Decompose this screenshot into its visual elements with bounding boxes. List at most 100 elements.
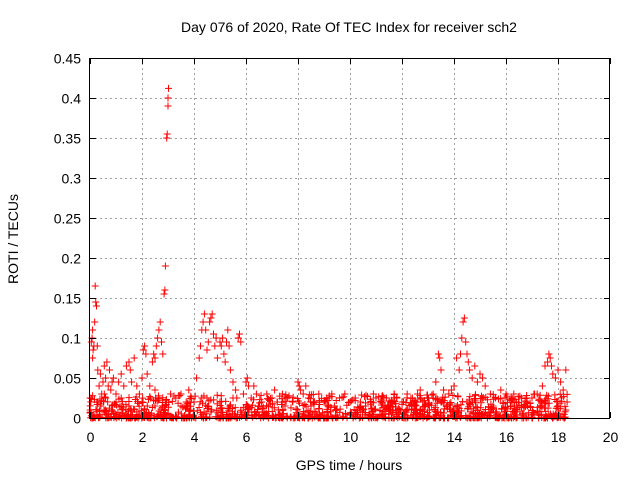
- data-point: [154, 396, 162, 404]
- data-point: [251, 408, 259, 416]
- data-point: [537, 410, 545, 418]
- data-point: [482, 411, 490, 419]
- data-point: [158, 338, 165, 346]
- data-point: [417, 395, 425, 403]
- data-point: [352, 406, 360, 414]
- data-point: [92, 298, 100, 306]
- data-point: [434, 350, 442, 358]
- data-point: [195, 354, 203, 362]
- data-point: [100, 362, 108, 370]
- data-point: [213, 391, 221, 399]
- data-point: [93, 302, 100, 310]
- data-point: [389, 414, 397, 422]
- data-point: [128, 378, 136, 386]
- data-point: [293, 395, 301, 403]
- data-point: [310, 413, 318, 421]
- data-point: [261, 409, 269, 417]
- data-point: [125, 358, 133, 366]
- chart-title: Day 076 of 2020, Rate Of TEC Index for r…: [181, 19, 517, 35]
- data-point: [460, 314, 468, 322]
- data-point: [445, 390, 453, 398]
- data-point: [465, 413, 473, 421]
- data-point: [463, 350, 471, 358]
- x-tick-label: 10: [343, 429, 359, 445]
- data-point: [501, 403, 509, 411]
- data-point: [224, 326, 232, 334]
- data-point: [530, 410, 538, 418]
- data-point: [437, 414, 445, 422]
- data-point: [293, 406, 301, 414]
- data-point: [336, 405, 344, 413]
- data-point: [396, 406, 404, 414]
- data-point: [95, 382, 103, 390]
- data-point: [250, 382, 258, 390]
- data-point: [403, 406, 411, 414]
- data-point: [233, 394, 241, 402]
- data-point: [562, 366, 570, 374]
- data-point: [109, 409, 117, 417]
- data-point: [406, 399, 414, 407]
- data-point: [168, 397, 176, 405]
- data-point: [161, 262, 169, 270]
- data-point: [250, 396, 258, 404]
- y-axis-label: ROTI / TECUs: [5, 194, 21, 284]
- data-point: [199, 318, 207, 326]
- data-point: [108, 378, 116, 386]
- data-point: [242, 378, 250, 386]
- data-point: [99, 378, 107, 386]
- data-point: [187, 394, 195, 402]
- data-point: [143, 370, 151, 378]
- data-point: [174, 408, 182, 416]
- data-point: [397, 407, 405, 415]
- data-point: [102, 394, 110, 402]
- data-point: [212, 407, 220, 415]
- data-point: [304, 414, 312, 422]
- data-point: [344, 399, 352, 407]
- data-point: [462, 413, 470, 421]
- data-point: [159, 350, 167, 358]
- data-point: [97, 402, 105, 410]
- data-point: [548, 362, 555, 370]
- data-point: [299, 390, 307, 398]
- data-point: [486, 390, 494, 398]
- x-tick-label: 0: [87, 429, 95, 445]
- data-point: [170, 392, 178, 400]
- data-point: [424, 409, 432, 417]
- data-point: [156, 318, 164, 326]
- y-tick-label: 0.35: [54, 131, 81, 147]
- data-point: [294, 413, 302, 421]
- data-point: [538, 382, 546, 390]
- data-point: [152, 342, 160, 350]
- data-point: [157, 414, 165, 422]
- data-point: [279, 406, 287, 414]
- data-point: [193, 374, 201, 382]
- x-tick-label: 6: [243, 429, 251, 445]
- data-point: [266, 394, 274, 402]
- data-point: [425, 401, 433, 409]
- data-point: [146, 382, 154, 390]
- data-point: [217, 342, 225, 350]
- y-tick-label: 0.3: [62, 171, 82, 187]
- data-point: [497, 386, 505, 394]
- data-point: [521, 397, 529, 405]
- data-point: [288, 397, 296, 405]
- data-point: [147, 414, 155, 422]
- data-point: [487, 400, 495, 408]
- data-point: [526, 400, 534, 408]
- data-point: [164, 94, 172, 102]
- data-point: [277, 411, 285, 419]
- data-point: [220, 350, 228, 358]
- data-point: [546, 354, 554, 362]
- data-point: [411, 409, 419, 417]
- data-point: [185, 386, 193, 394]
- data-point: [179, 403, 187, 411]
- data-point: [102, 374, 110, 382]
- data-point: [91, 318, 99, 326]
- data-point: [271, 386, 279, 394]
- data-point: [216, 338, 224, 346]
- data-point: [268, 407, 276, 415]
- data-point: [207, 314, 215, 322]
- data-point: [106, 366, 113, 374]
- y-tick-label: 0: [73, 411, 81, 427]
- data-point: [105, 413, 113, 421]
